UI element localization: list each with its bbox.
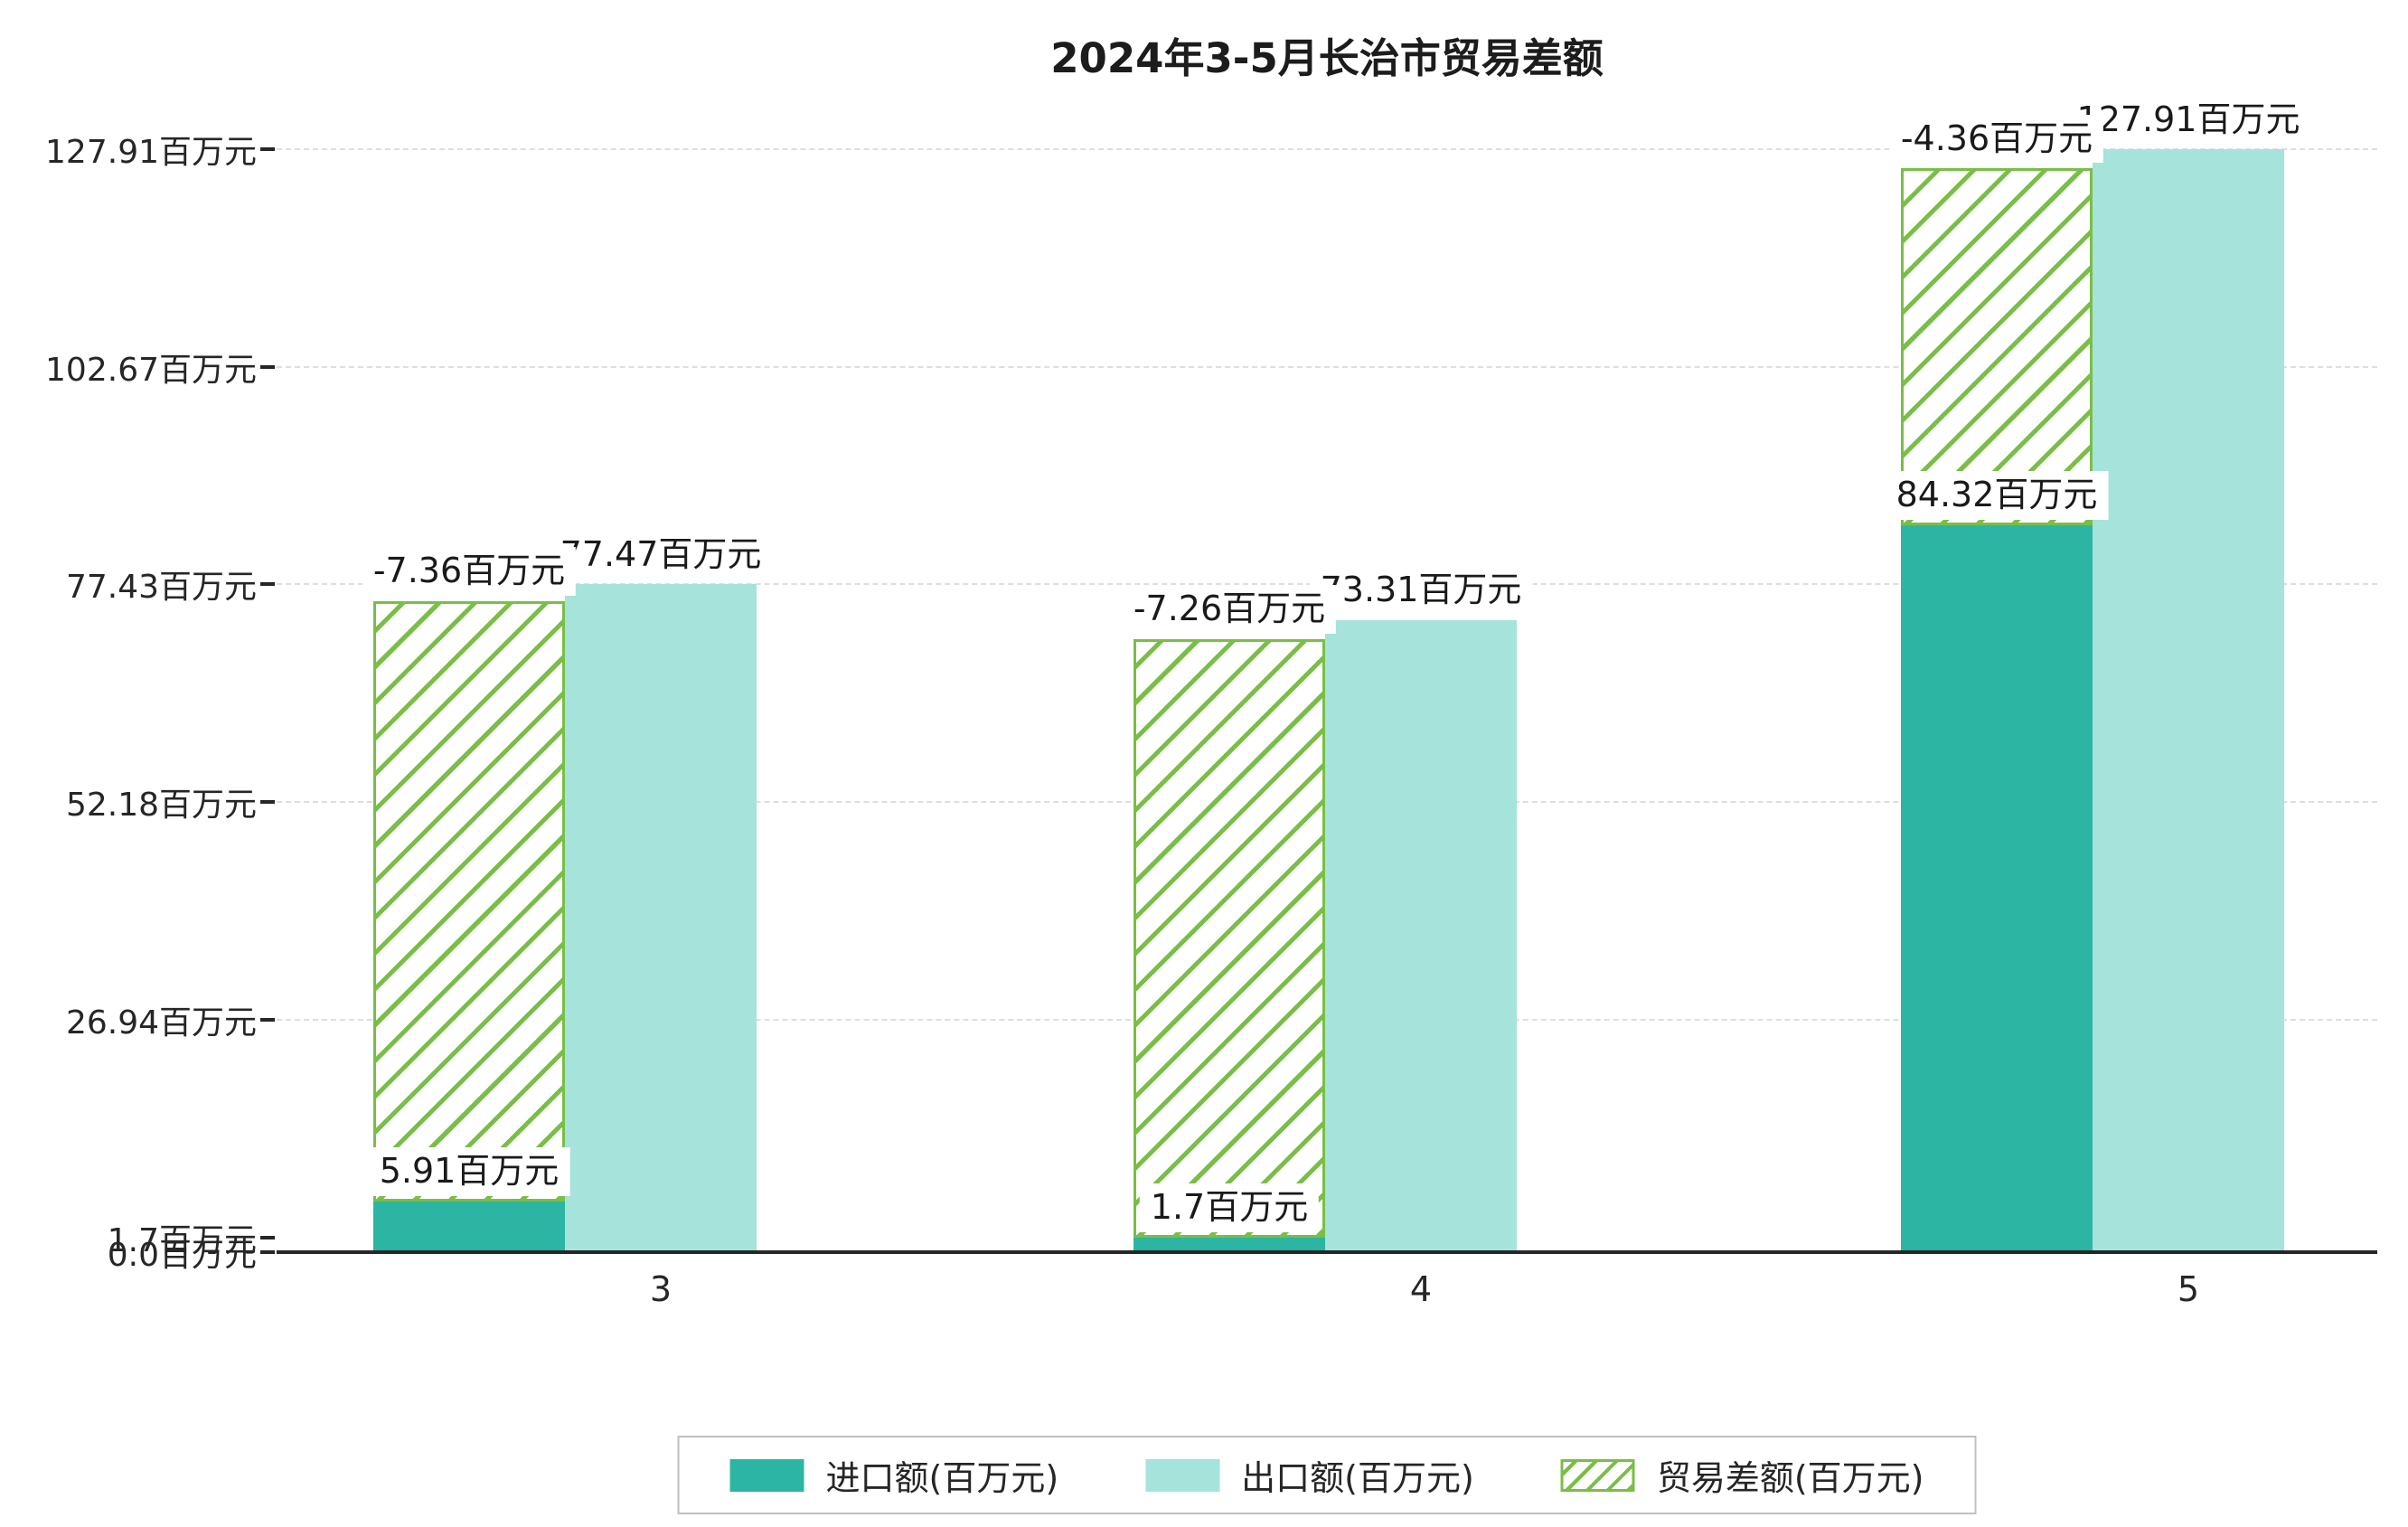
x-axis-line	[277, 1250, 2377, 1254]
export-bar	[565, 584, 757, 1252]
x-axis-tick-label: 3	[649, 1269, 673, 1309]
gridline	[277, 365, 2377, 368]
y-tick-mark	[260, 1250, 275, 1254]
x-axis-tick-label: 4	[1409, 1269, 1433, 1309]
export-bar	[1325, 619, 1517, 1252]
legend: 进口额(百万元) 出口额(百万元) 贸易差额(百万元)	[677, 1436, 1977, 1514]
legend-item-import: 进口额(百万元)	[729, 1450, 1059, 1500]
legend-item-balance: 贸易差额(百万元)	[1560, 1450, 1924, 1500]
legend-label-export: 出口额(百万元)	[1241, 1458, 1474, 1498]
chart-title: 2024年3-5月长治市贸易差额	[1050, 34, 1604, 82]
y-tick-mark	[260, 364, 275, 369]
y-axis-tick-label: 26.94百万元	[65, 1004, 257, 1042]
y-axis-tick-label: 102.67百万元	[45, 351, 257, 389]
legend-label-import: 进口额(百万元)	[825, 1458, 1059, 1498]
import-bar-label: 84.32百万元	[1885, 471, 2109, 520]
y-tick-mark	[260, 800, 275, 805]
legend-label-balance: 贸易差额(百万元)	[1656, 1458, 1924, 1498]
trade-balance-bar-label: -4.36百万元	[1889, 114, 2104, 164]
trade-balance-bar	[1133, 638, 1325, 1238]
y-axis-tick-label: 52.18百万元	[65, 787, 257, 825]
trade-balance-series-swatch	[1560, 1458, 1635, 1492]
y-tick-mark	[260, 1018, 275, 1023]
trade-balance-bar-label: -7.26百万元	[1122, 585, 1337, 634]
import-bar	[373, 1201, 565, 1252]
y-tick-mark	[260, 582, 275, 587]
y-axis-tick-label: 77.43百万元	[65, 569, 257, 607]
trade-balance-bar-label: -7.36百万元	[362, 547, 577, 596]
import-bar	[1133, 1237, 1325, 1252]
legend-item-export: 出口额(百万元)	[1145, 1450, 1474, 1500]
y-tick-mark	[260, 1235, 275, 1240]
export-bar	[2093, 148, 2284, 1252]
export-bar-label: 73.31百万元	[1309, 566, 1533, 615]
trade-balance-bar	[1901, 168, 2093, 525]
y-axis-tick-label: 0.0百万元	[107, 1237, 257, 1274]
export-bar-label: 127.91百万元	[2065, 95, 2311, 144]
import-series-swatch	[729, 1458, 804, 1492]
y-axis-tick-label: 1.7百万元	[107, 1221, 257, 1259]
import-bar-label: 5.91百万元	[368, 1147, 570, 1196]
trade-balance-bar	[373, 600, 565, 1202]
gridline	[277, 147, 2377, 150]
y-tick-mark	[260, 146, 275, 151]
import-bar-label: 1.7百万元	[1139, 1183, 1320, 1232]
import-bar	[1901, 524, 2093, 1252]
y-axis-tick-label: 127.91百万元	[45, 133, 257, 171]
export-bar-label: 77.47百万元	[549, 530, 773, 580]
export-series-swatch	[1145, 1458, 1220, 1492]
x-axis-tick-label: 5	[2177, 1269, 2200, 1309]
